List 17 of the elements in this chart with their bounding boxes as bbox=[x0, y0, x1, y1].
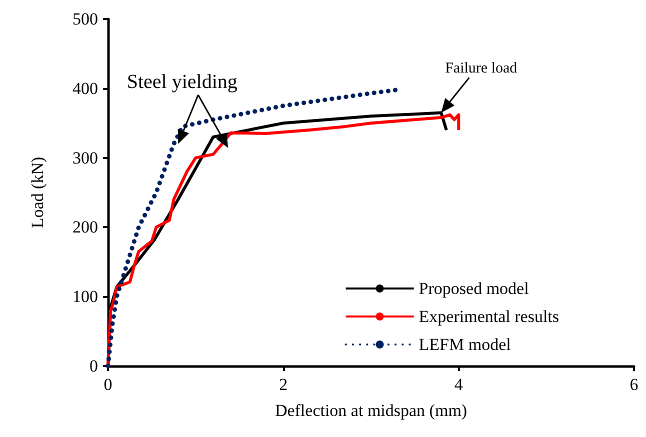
legend-label: Experimental results bbox=[418, 307, 560, 326]
y-tick-label: 300 bbox=[72, 148, 98, 168]
x-tick-label: 6 bbox=[630, 375, 638, 394]
x-tick-label: 0 bbox=[104, 375, 112, 394]
y-tick-label: 0 bbox=[90, 356, 98, 376]
annotation: Failure load bbox=[445, 60, 518, 77]
x-axis-title: Deflection at midspan (mm) bbox=[274, 401, 468, 420]
y-tick-label: 200 bbox=[72, 218, 98, 237]
legend-label: LEFM model bbox=[418, 335, 512, 354]
y-axis-title: Load (kN) bbox=[28, 156, 47, 228]
y-tick-label: 500 bbox=[72, 10, 98, 28]
legend-label: Proposed model bbox=[418, 279, 530, 298]
annotation: Steel yielding bbox=[126, 70, 238, 93]
y-tick-label: 100 bbox=[72, 287, 98, 306]
y-tick-label: 400 bbox=[72, 78, 98, 98]
x-tick-label: 2 bbox=[279, 375, 288, 394]
x-tick-label: 4 bbox=[454, 375, 464, 394]
